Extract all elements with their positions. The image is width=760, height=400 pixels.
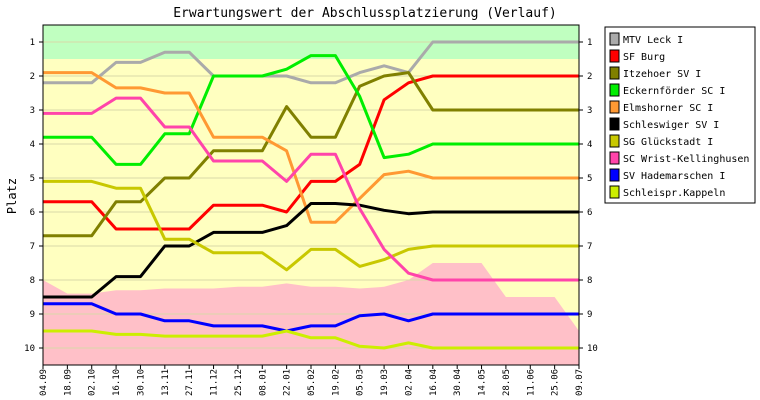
legend-entry-4: Eckernförder SC I (623, 86, 725, 97)
series-line-10 (43, 329, 579, 350)
legend-entry-5: Elmshorner SC I (623, 103, 713, 114)
series-line-9 (43, 302, 579, 333)
y-tick-label-right: 3 (587, 106, 592, 116)
series-line-1 (43, 40, 579, 85)
legend-entry-10: Schleispr.Kappeln (623, 188, 725, 199)
legend-entry-8: SC Wrist-Kellinghusen (623, 154, 749, 165)
legend-swatch-6 (609, 117, 620, 131)
x-tick-label: 11.06 (526, 369, 536, 396)
legend-swatch-2 (609, 49, 620, 63)
y-tick-label-left: 3 (30, 106, 35, 116)
x-tick-label: 05.03 (356, 369, 366, 396)
legend-swatch-8 (609, 151, 620, 165)
x-tick-label: 30.04 (453, 369, 463, 396)
y-tick-label-right: 7 (587, 242, 592, 252)
y-tick-label-left: 1 (30, 38, 35, 48)
y-tick-label-right: 8 (587, 276, 592, 286)
legend-entry-3: Itzehoer SV I (623, 69, 701, 80)
y-tick-label-left: 9 (30, 310, 35, 320)
legend-swatch-4 (609, 83, 620, 97)
series-line-7 (43, 179, 579, 272)
y-tick-label-left: 5 (30, 174, 35, 184)
y-tick-label-left: 6 (30, 208, 35, 218)
x-tick-label: 02.04 (404, 369, 414, 396)
x-tick-label: 30.10 (136, 369, 146, 396)
x-tick-label: 25.06 (551, 369, 561, 396)
y-tick-label-right: 9 (587, 310, 592, 320)
series-line-4 (43, 54, 579, 166)
legend-swatch-7 (609, 134, 620, 148)
series-line-8 (43, 96, 579, 282)
y-tick-label-right: 6 (587, 208, 592, 218)
y-tick-label-left: 10 (24, 344, 35, 354)
y-tick-label-right: 4 (587, 140, 592, 150)
y-tick-label-left: 7 (30, 242, 35, 252)
y-tick-label-left: 2 (30, 72, 35, 82)
y-tick-label-right: 2 (587, 72, 592, 82)
legend-entry-2: SF Burg (623, 52, 665, 63)
legend: MTV Leck I SF Burg Itzehoer SV I Eckernförd… (604, 26, 756, 204)
legend-swatch-9 (609, 168, 620, 182)
x-tick-label: 14.05 (478, 369, 488, 396)
x-tick-label: 11.12 (210, 369, 220, 396)
legend-entry-9: SV Hademarschen I (623, 171, 725, 182)
legend-swatch-10 (609, 185, 620, 199)
legend-entry-1: MTV Leck I (623, 35, 683, 46)
x-tick-label: 28.05 (502, 369, 512, 396)
series-line-2 (43, 74, 579, 231)
x-tick-label: 09.07 (575, 369, 585, 396)
x-tick-label: 16.04 (429, 369, 439, 396)
x-tick-label: 19.03 (380, 369, 390, 396)
x-tick-label: 27.11 (185, 369, 195, 396)
x-tick-label: 18.09 (63, 369, 73, 396)
x-tick-label: 16.10 (112, 369, 122, 396)
legend-swatch-5 (609, 100, 620, 114)
x-tick-label: 05.02 (307, 369, 317, 396)
x-tick-label: 04.09 (39, 369, 49, 396)
y-tick-label-right: 1 (587, 38, 592, 48)
x-tick-label: 22.01 (283, 369, 293, 396)
y-tick-label-right: 5 (587, 174, 592, 184)
x-tick-label: 25.12 (234, 369, 244, 396)
series-line-5 (43, 71, 579, 224)
x-tick-label: 02.10 (88, 369, 98, 396)
y-axis-label: Platz (5, 178, 19, 214)
plot-area: 1 1 2 2 3 3 4 4 5 5 6 6 7 7 8 8 9 9 10 10 04.09 18.09 02.10 16.… (24, 24, 598, 396)
legend-swatch-1 (609, 32, 620, 46)
x-tick-label: 13.11 (161, 369, 171, 396)
legend-swatch-3 (609, 66, 620, 80)
series-line-3 (43, 71, 579, 238)
chart-title: Erwartungswert der Abschlussplatzierung … (173, 6, 557, 21)
series-line-6 (43, 202, 579, 299)
y-tick-label-left: 8 (30, 276, 35, 286)
legend-box (604, 26, 756, 204)
y-tick-label-right: 10 (587, 344, 598, 354)
legend-entry-6: Schleswiger SV I (623, 120, 719, 131)
x-tick-label: 19.02 (331, 369, 341, 396)
y-tick-label-left: 4 (30, 140, 35, 150)
legend-entry-7: SG Glückstadt I (623, 137, 713, 148)
x-tick-label: 08.01 (258, 369, 268, 396)
